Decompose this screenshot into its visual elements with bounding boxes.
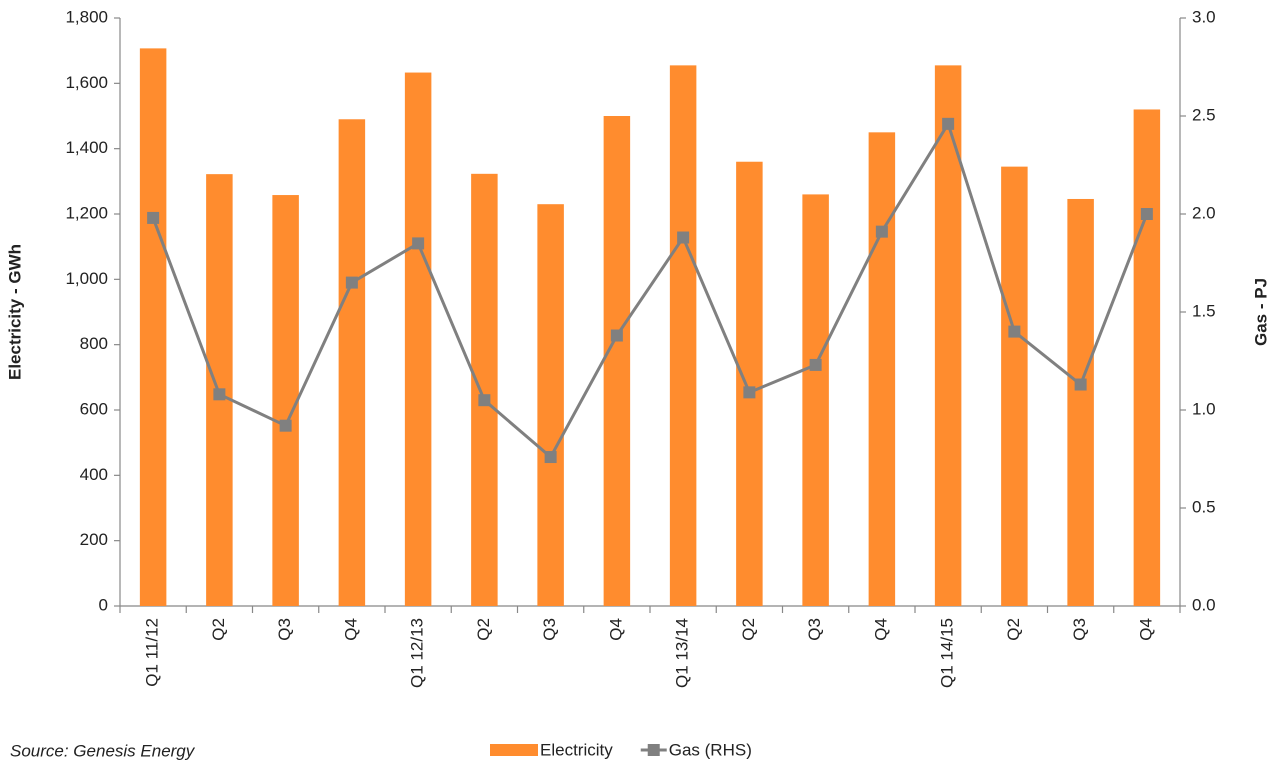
x-tick-label: Q2: [474, 618, 493, 641]
marker: [345, 276, 358, 289]
marker: [677, 231, 690, 244]
x-tick-label: Q4: [341, 618, 360, 641]
yticks-tick-label: 200: [80, 530, 108, 549]
bar: [471, 173, 498, 606]
bar: [868, 132, 896, 607]
source-note: Source: Genesis Energy: [10, 741, 196, 760]
bar: [669, 65, 697, 606]
yticks-tick-label: 400: [80, 465, 108, 484]
bar: [1067, 198, 1094, 606]
marker: [412, 237, 425, 250]
yticks-tick-label: 1,400: [65, 138, 108, 157]
y2ticks-tick-label: 1.5: [1192, 301, 1216, 320]
x-tick-label: Q2: [739, 618, 758, 641]
yticks-tick-label: 1,200: [65, 203, 108, 222]
marker: [942, 117, 955, 130]
y2ticks-tick-label: 0.0: [1192, 595, 1216, 614]
marker: [875, 225, 888, 238]
x-tick-label: Q4: [871, 618, 890, 641]
bar: [537, 204, 564, 606]
marker: [279, 419, 292, 432]
bar: [934, 65, 962, 606]
marker: [1074, 378, 1087, 391]
marker: [478, 394, 491, 407]
x-tick-label: Q1 14/15: [938, 618, 957, 688]
x-tick-label: Q1 12/13: [408, 618, 427, 688]
legend-marker: [647, 744, 660, 756]
y2ticks-tick-label: 1.0: [1192, 399, 1216, 418]
legend-swatch: [490, 744, 538, 756]
marker: [610, 329, 623, 342]
x-tick-label: Q1 11/12: [143, 618, 162, 687]
y2ticks-tick-label: 3.0: [1192, 7, 1216, 26]
marker: [544, 451, 557, 464]
x-tick-label: Q4: [606, 618, 625, 641]
line: [151, 120, 1149, 460]
y-axis-title: Electricity - GWh: [5, 244, 24, 380]
marker: [743, 386, 756, 399]
x-tick-label: Q3: [1070, 618, 1089, 641]
legend-label: Gas (RHS): [669, 740, 752, 759]
bar: [603, 116, 631, 606]
yticks-tick-label: 800: [80, 334, 108, 353]
marker: [1140, 208, 1153, 220]
bar: [1133, 109, 1161, 606]
marker: [1008, 325, 1021, 338]
x-tick-label: Q3: [540, 618, 559, 641]
yticks-tick-label: 1,000: [65, 269, 108, 288]
bar: [802, 194, 829, 606]
y2-axis-title: Gas - PJ: [1251, 278, 1270, 346]
marker: [213, 388, 226, 401]
yticks-tick-label: 0: [99, 595, 108, 614]
y2ticks-tick-label: 2.5: [1192, 105, 1216, 124]
x-tick-label: Q3: [275, 618, 294, 641]
x-tick-label: Q2: [1004, 618, 1023, 641]
yticks-tick-label: 600: [80, 399, 108, 418]
x-tick-label: Q2: [209, 618, 228, 641]
bar: [338, 119, 366, 607]
yticks-tick-label: 1,800: [65, 7, 108, 26]
bar: [139, 48, 167, 606]
marker: [809, 358, 822, 371]
bar: [272, 195, 299, 606]
x-tick-label: Q1 13/14: [673, 618, 692, 688]
x-tick-label: Q3: [805, 618, 824, 641]
y2ticks-tick-label: 2.0: [1192, 203, 1216, 222]
bar: [1001, 166, 1028, 606]
legend-label: Electricity: [540, 740, 613, 759]
bar: [404, 72, 432, 606]
y2ticks-tick-label: 0.5: [1192, 497, 1216, 516]
marker: [147, 211, 160, 224]
yticks-tick-label: 1,600: [65, 73, 108, 92]
bar: [736, 161, 763, 606]
x-tick-label: Q4: [1136, 618, 1155, 641]
